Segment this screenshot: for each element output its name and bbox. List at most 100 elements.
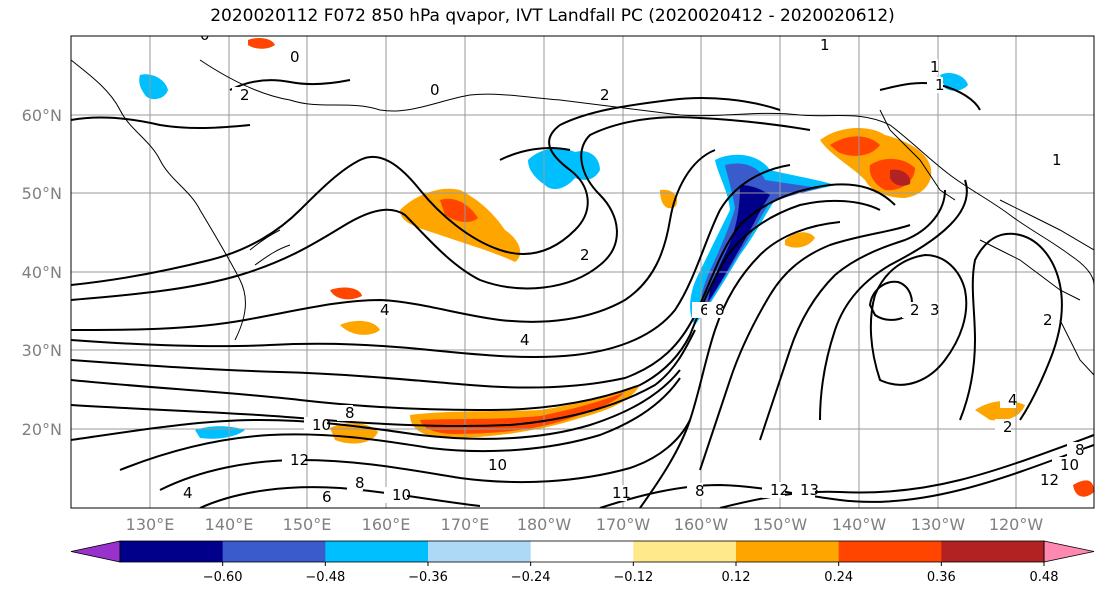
contour-label: 10	[312, 416, 331, 434]
contour-label-bg	[512, 332, 528, 348]
colorbar-tick-label: 0.12	[722, 570, 751, 585]
contour-label-bg	[902, 302, 918, 318]
colorbar-segment	[941, 541, 1045, 562]
contour-label: 8	[1075, 441, 1085, 459]
contour-label: 6	[700, 301, 710, 319]
contour-label: 0	[200, 26, 210, 44]
longitude-labels: 130°E 140°E 150°E 160°E 170°E 180°W 170°W 160°W…	[126, 515, 1044, 534]
contour-label: 2	[1003, 418, 1013, 436]
contour-label: 8	[695, 482, 705, 500]
longitude-label: 180°W	[517, 515, 572, 534]
contour-label-bg	[922, 59, 938, 75]
contour-label-bg	[687, 483, 703, 499]
contour-label: 4	[520, 331, 530, 349]
contour-label-bg	[175, 485, 191, 501]
colorbar-tick-label: −0.12	[613, 570, 653, 585]
latitude-labels: 60°N 50°N 40°N 30°N 20°N	[22, 106, 62, 439]
contour-label: 2	[1043, 311, 1053, 329]
contour-label-bg	[812, 37, 828, 53]
contour-label: 1	[935, 76, 945, 94]
longitude-label: 120°W	[989, 515, 1044, 534]
colorbar-extend-max	[1043, 540, 1095, 563]
longitude-label: 160°W	[674, 515, 729, 534]
colorbar-segment	[838, 541, 942, 562]
coastlines	[71, 59, 1094, 376]
contour-label: 1	[1052, 151, 1062, 169]
contour-label: 6	[322, 488, 332, 506]
contour-label-bg	[604, 485, 627, 501]
contour-label: 2	[580, 246, 590, 264]
longitude-label: 160°E	[362, 515, 411, 534]
latitude-label: 30°N	[22, 341, 62, 360]
contour-label-bg	[314, 489, 330, 505]
colorbar-tick-label: −0.48	[305, 570, 345, 585]
longitude-label: 170°W	[596, 515, 651, 534]
contour-label-bg	[232, 87, 248, 103]
map-frame	[70, 35, 1095, 509]
contour-label: 10	[488, 456, 507, 474]
contour-label-bg	[707, 302, 723, 318]
contour-label: 12	[770, 481, 789, 499]
colorbar-outline	[119, 540, 1045, 563]
contour-label: 11	[612, 484, 631, 502]
longitude-label: 170°E	[441, 515, 490, 534]
contour-label: 3	[930, 301, 940, 319]
contour-label: 4	[183, 484, 193, 502]
contour-label: 12	[1040, 471, 1059, 489]
longitude-label: 140°E	[205, 515, 254, 534]
colorbar-tick-label: 0.36	[927, 570, 956, 585]
contour-label-bg	[1032, 472, 1055, 488]
contour-label: 4	[1008, 391, 1018, 409]
contour-label-bg	[692, 302, 708, 318]
contour-label-bg	[927, 77, 943, 93]
contour-label: 4	[380, 301, 390, 319]
contour-label-bg	[922, 302, 938, 318]
contour-label-bg	[1035, 312, 1051, 328]
colorbar-tick-label: 0.24	[824, 570, 853, 585]
contour-label: 1	[930, 58, 940, 76]
contour-label-bg	[1000, 392, 1016, 408]
contour-label-bg	[337, 405, 353, 421]
latitude-label: 60°N	[22, 106, 62, 125]
latitude-label: 40°N	[22, 263, 62, 282]
colorbar-segment	[736, 541, 840, 562]
colorbar-extend-min	[70, 540, 121, 563]
contour-label-bg	[282, 452, 305, 468]
map-title: 2020020112 F072 850 hPa qvapor, IVT Land…	[210, 6, 895, 26]
contour-label-bg	[372, 302, 388, 318]
contour-label: 2	[600, 86, 610, 104]
contour-label-bg	[762, 482, 785, 498]
contour-label-bg	[1067, 442, 1083, 458]
contour-label-bg	[1052, 457, 1075, 473]
contour-label-bg	[1044, 152, 1060, 168]
latitude-label: 50°N	[22, 184, 62, 203]
contour-label-bg	[995, 419, 1011, 435]
latitude-label: 20°N	[22, 420, 62, 439]
contour-label-bg	[347, 475, 363, 491]
colorbar-tick-label: −0.24	[511, 570, 551, 585]
contour-label: 2	[910, 301, 920, 319]
contour-label-bg	[304, 417, 327, 433]
colorbar-segment	[120, 541, 224, 562]
contour-label: 0	[290, 48, 300, 66]
contour-label-bg	[422, 82, 438, 98]
colorbar-segment	[633, 541, 737, 562]
contour-label-bg	[480, 457, 503, 473]
colorbar-segment	[325, 541, 429, 562]
colorbar-segment	[428, 541, 532, 562]
contour-label: 0	[430, 81, 440, 99]
longitude-label: 130°E	[126, 515, 175, 534]
longitude-label: 150°E	[283, 515, 332, 534]
colorbar-tick-label: −0.60	[203, 570, 243, 585]
contour-label: 10	[392, 486, 411, 504]
contour-lines	[71, 79, 1094, 508]
contour-label: 1	[820, 36, 830, 54]
contour-label-bg	[282, 49, 298, 65]
contour-label-bg	[592, 87, 608, 103]
colorbar-tick-label: 0.48	[1030, 570, 1059, 585]
colorbar-tick-label: −0.36	[408, 570, 448, 585]
longitude-label: 140°W	[832, 515, 887, 534]
